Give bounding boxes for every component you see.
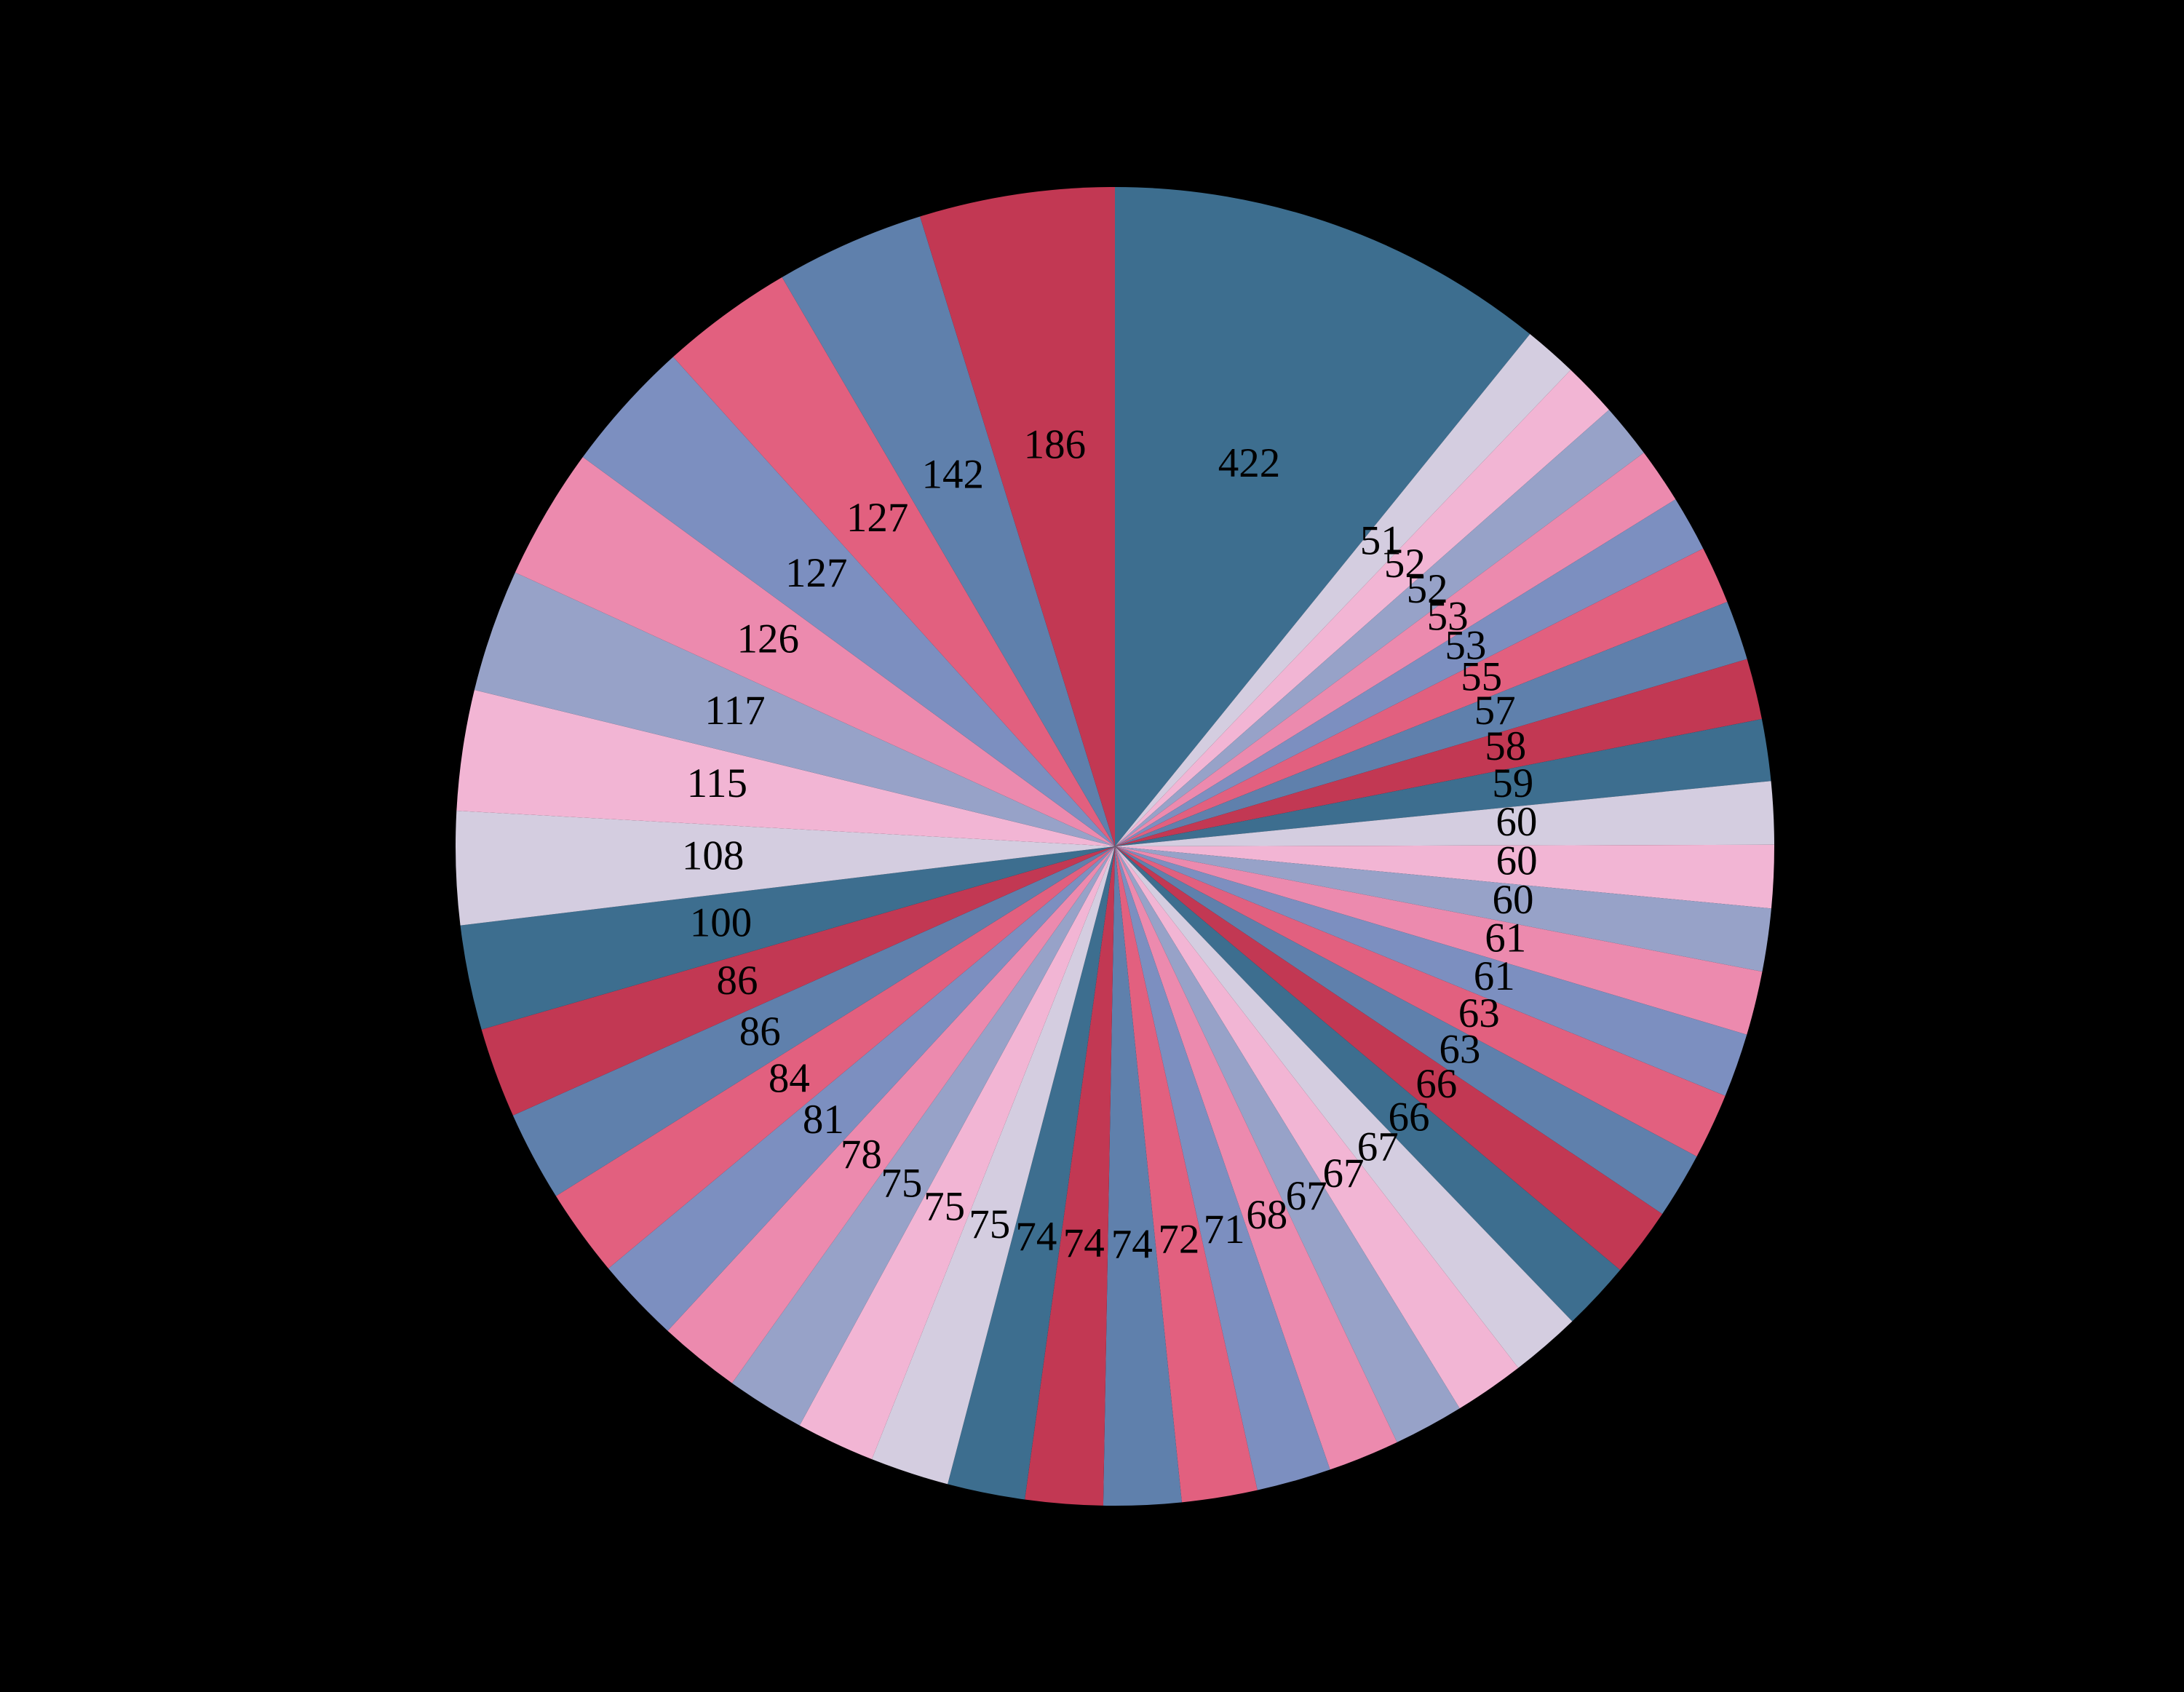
svg-text:127: 127 <box>846 495 909 541</box>
svg-text:74: 74 <box>1063 1220 1105 1266</box>
svg-text:117: 117 <box>704 688 765 734</box>
svg-text:68: 68 <box>1246 1192 1287 1238</box>
svg-text:75: 75 <box>924 1184 965 1230</box>
svg-text:127: 127 <box>785 550 848 596</box>
svg-text:186: 186 <box>1024 422 1087 468</box>
svg-text:84: 84 <box>769 1055 810 1101</box>
svg-text:108: 108 <box>682 833 744 878</box>
svg-text:115: 115 <box>687 760 747 806</box>
svg-text:100: 100 <box>690 899 753 945</box>
svg-text:86: 86 <box>739 1009 781 1054</box>
svg-text:86: 86 <box>717 958 758 1004</box>
svg-text:142: 142 <box>922 451 985 497</box>
svg-text:81: 81 <box>803 1097 844 1143</box>
svg-text:67: 67 <box>1323 1151 1365 1196</box>
svg-text:67: 67 <box>1286 1173 1327 1219</box>
svg-text:75: 75 <box>969 1202 1010 1247</box>
svg-text:422: 422 <box>1218 440 1281 486</box>
svg-text:126: 126 <box>736 616 799 662</box>
svg-text:75: 75 <box>881 1161 922 1207</box>
svg-text:72: 72 <box>1158 1217 1199 1263</box>
svg-text:78: 78 <box>841 1132 882 1177</box>
svg-text:74: 74 <box>1015 1214 1057 1260</box>
svg-text:74: 74 <box>1111 1221 1153 1267</box>
svg-text:71: 71 <box>1204 1207 1245 1252</box>
